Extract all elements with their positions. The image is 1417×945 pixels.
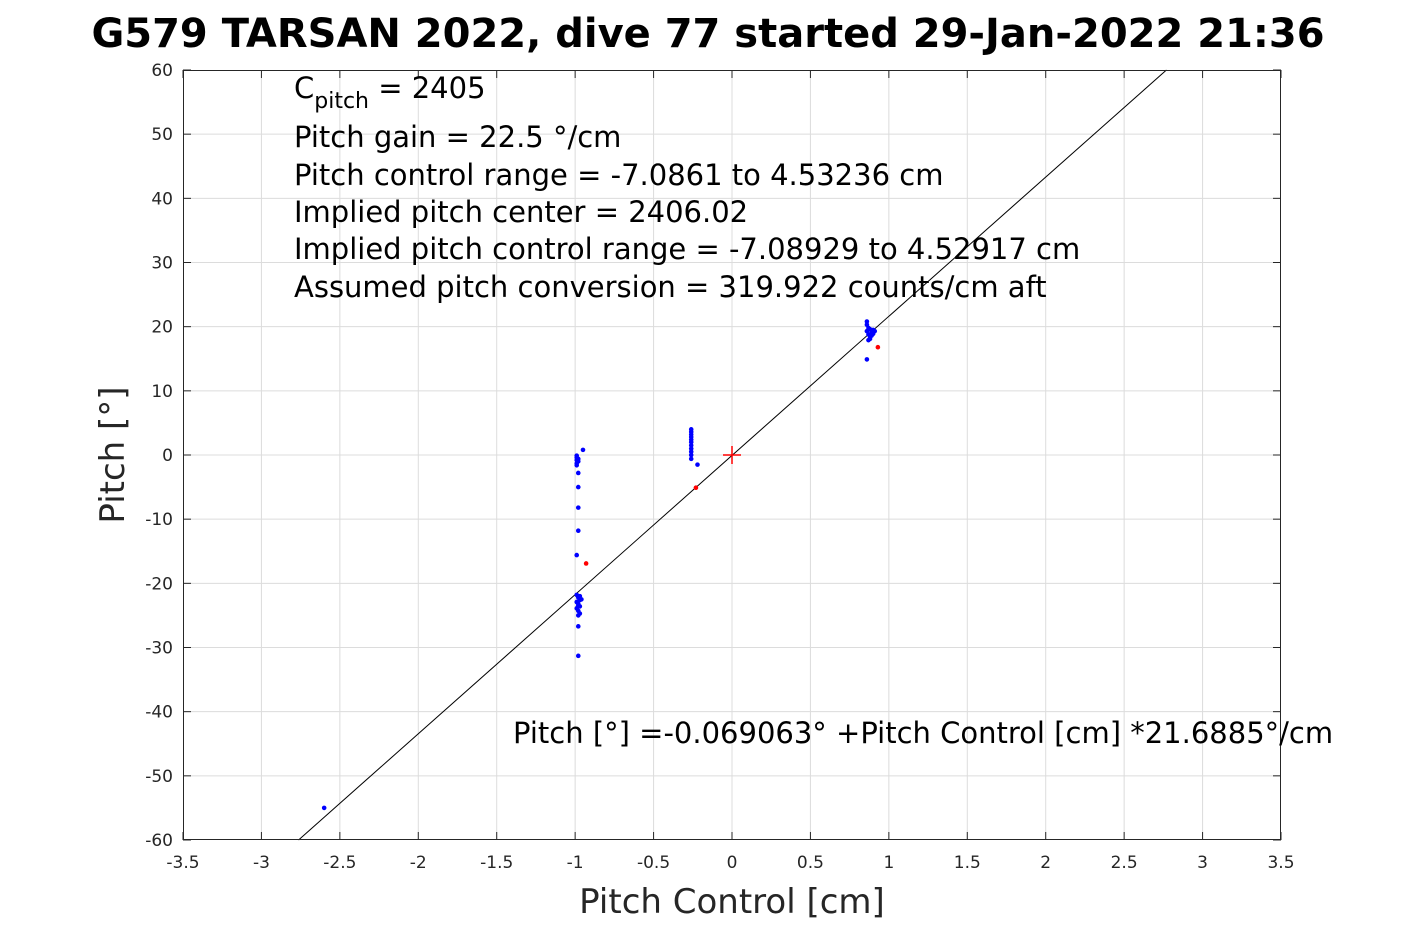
y-axis-label: Pitch [°] (93, 386, 133, 523)
data-point (864, 319, 870, 324)
x-tick-label: -0.5 (637, 853, 670, 873)
x-tick-label: -2.5 (323, 853, 356, 873)
x-tick-label: 0 (727, 853, 738, 873)
data-point (574, 462, 580, 468)
y-tick-label: -50 (145, 767, 173, 787)
cpitch-prefix: C (294, 71, 314, 105)
data-point (575, 528, 581, 534)
data-point (864, 357, 870, 362)
y-tick-label: 60 (151, 61, 173, 81)
data-point (575, 505, 581, 510)
assumed-pitch-conversion-text: Assumed pitch conversion = 319.922 count… (294, 270, 1047, 304)
x-tick-label: -1.5 (480, 853, 513, 873)
y-tick-label: 0 (162, 446, 173, 466)
data-point (688, 443, 694, 448)
data-point (688, 449, 694, 455)
y-tick-label: -10 (145, 510, 173, 530)
implied-pitch-control-range-text: Implied pitch control range = -7.08929 t… (294, 232, 1080, 266)
data-point (688, 446, 694, 451)
center-marker-layer (723, 446, 741, 464)
grid (183, 70, 1281, 840)
data-point (575, 484, 581, 490)
x-tick-label: 3 (1197, 853, 1208, 873)
data-point (693, 485, 699, 491)
data-point (688, 456, 694, 462)
data-point (875, 344, 881, 350)
y-tick-label: 40 (151, 189, 173, 209)
cpitch-value: = 2405 (369, 71, 486, 105)
pitch-gain-text: Pitch gain = 22.5 °/cm (294, 120, 621, 154)
data-point (867, 336, 873, 342)
data-point (579, 597, 584, 602)
x-tick-label: -2 (410, 853, 427, 873)
data-point (575, 653, 581, 659)
x-tick-label: 1.5 (954, 853, 981, 873)
cpitch-line: Cpitch = 2405 (294, 71, 486, 114)
y-tick-label: 20 (151, 318, 173, 338)
x-tick-label: -3.5 (166, 853, 199, 873)
data-point (321, 805, 327, 811)
data-point (575, 470, 581, 476)
x-tick-label: 3.5 (1267, 853, 1294, 873)
implied-pitch-center-text: Implied pitch center = 2406.02 (294, 195, 748, 229)
y-tick-label: -40 (145, 703, 173, 723)
data-point (575, 603, 581, 609)
data-point (580, 447, 586, 453)
data-point (574, 552, 580, 558)
x-tick-label: -1 (567, 853, 584, 873)
x-axis-label: Pitch Control [cm] (579, 882, 885, 922)
data-point (583, 561, 589, 566)
info-annotation: Cpitch = 2405 Pitch gain = 22.5 °/cm Pit… (294, 71, 1080, 304)
data-point (688, 452, 694, 458)
axis-ticks: -3.5 -3 -2.5 -2 -1.5 -1 -0.5 0 0.5 1 1.5 2 2.5 3 3.5 -6… (145, 61, 1294, 873)
x-tick-label: -3 (253, 853, 270, 873)
data-point (872, 328, 878, 334)
y-tick-label: 50 (151, 125, 173, 145)
x-tick-label: 2.5 (1111, 853, 1138, 873)
data-point (575, 613, 581, 618)
x-tick-label: 0.5 (797, 853, 824, 873)
fit-equation-text: Pitch [°] =-0.069063° +Pitch Control [cm… (513, 716, 1333, 750)
y-tick-label: 10 (151, 382, 173, 402)
data-point (695, 462, 700, 467)
y-tick-label: -60 (145, 831, 173, 851)
x-tick-label: 1 (883, 853, 894, 873)
data-point (575, 459, 581, 464)
data-points (321, 319, 881, 811)
data-point (575, 624, 581, 629)
y-tick-label: 30 (151, 254, 173, 274)
y-tick-label: -30 (145, 639, 173, 659)
data-point (688, 439, 694, 445)
chart-title: G579 TARSAN 2022, dive 77 started 29-Jan… (91, 11, 1324, 57)
x-tick-label: 2 (1040, 853, 1051, 873)
cpitch-subscript: pitch (314, 89, 369, 114)
pitch-control-range-text: Pitch control range = -7.0861 to 4.53236… (294, 158, 943, 192)
y-tick-label: -20 (145, 574, 173, 594)
